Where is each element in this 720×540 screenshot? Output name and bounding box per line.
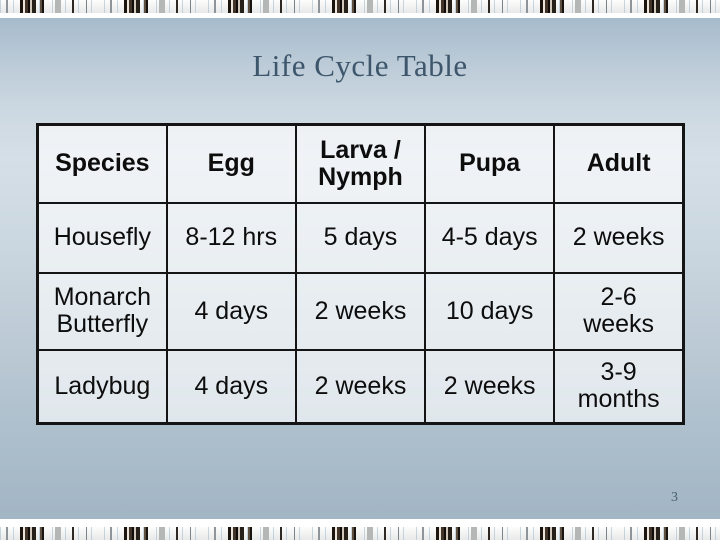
cell-adult: 3-9 months — [553, 348, 685, 425]
header-cell-egg: Egg — [165, 123, 297, 204]
header-cell-species: Species — [36, 123, 168, 204]
cell-larva: 5 days — [294, 201, 427, 274]
table-row-ladybug: Ladybug 4 days 2 weeks 2 weeks 3-9 month… — [36, 348, 685, 425]
slide-background: Life Cycle Table Species Egg Larva / Nym… — [0, 18, 720, 519]
slide-title: Life Cycle Table — [252, 48, 468, 83]
cell-egg: 4 days — [165, 271, 297, 351]
bottom-barcode-strip — [0, 527, 720, 540]
cell-adult: 2 weeks — [553, 201, 685, 274]
cell-egg: 8-12 hrs — [165, 201, 297, 274]
cell-species: Monarch Butterfly — [36, 271, 168, 351]
table-row-monarch-butterfly: Monarch Butterfly 4 days 2 weeks 10 days… — [36, 271, 685, 351]
header-cell-adult: Adult — [553, 123, 685, 204]
header-cell-pupa: Pupa — [424, 123, 556, 204]
cell-egg: 4 days — [165, 348, 297, 425]
table-row-housefly: Housefly 8-12 hrs 5 days 4-5 days 2 week… — [36, 201, 685, 274]
top-barcode-strip — [0, 0, 720, 13]
header-cell-larva-nymph: Larva / Nymph — [294, 123, 427, 204]
cell-species: Housefly — [36, 201, 168, 274]
life-cycle-table: Species Egg Larva / Nymph Pupa Adult Hou… — [36, 123, 685, 425]
cell-larva: 2 weeks — [294, 271, 427, 351]
table-header-row: Species Egg Larva / Nymph Pupa Adult — [36, 123, 685, 204]
cell-pupa: 4-5 days — [424, 201, 556, 274]
cell-larva: 2 weeks — [294, 348, 427, 425]
cell-species: Ladybug — [36, 348, 168, 425]
cell-adult: 2-6 weeks — [553, 271, 685, 351]
cell-pupa: 10 days — [424, 271, 556, 351]
cell-pupa: 2 weeks — [424, 348, 556, 425]
page-number: 3 — [671, 490, 678, 505]
